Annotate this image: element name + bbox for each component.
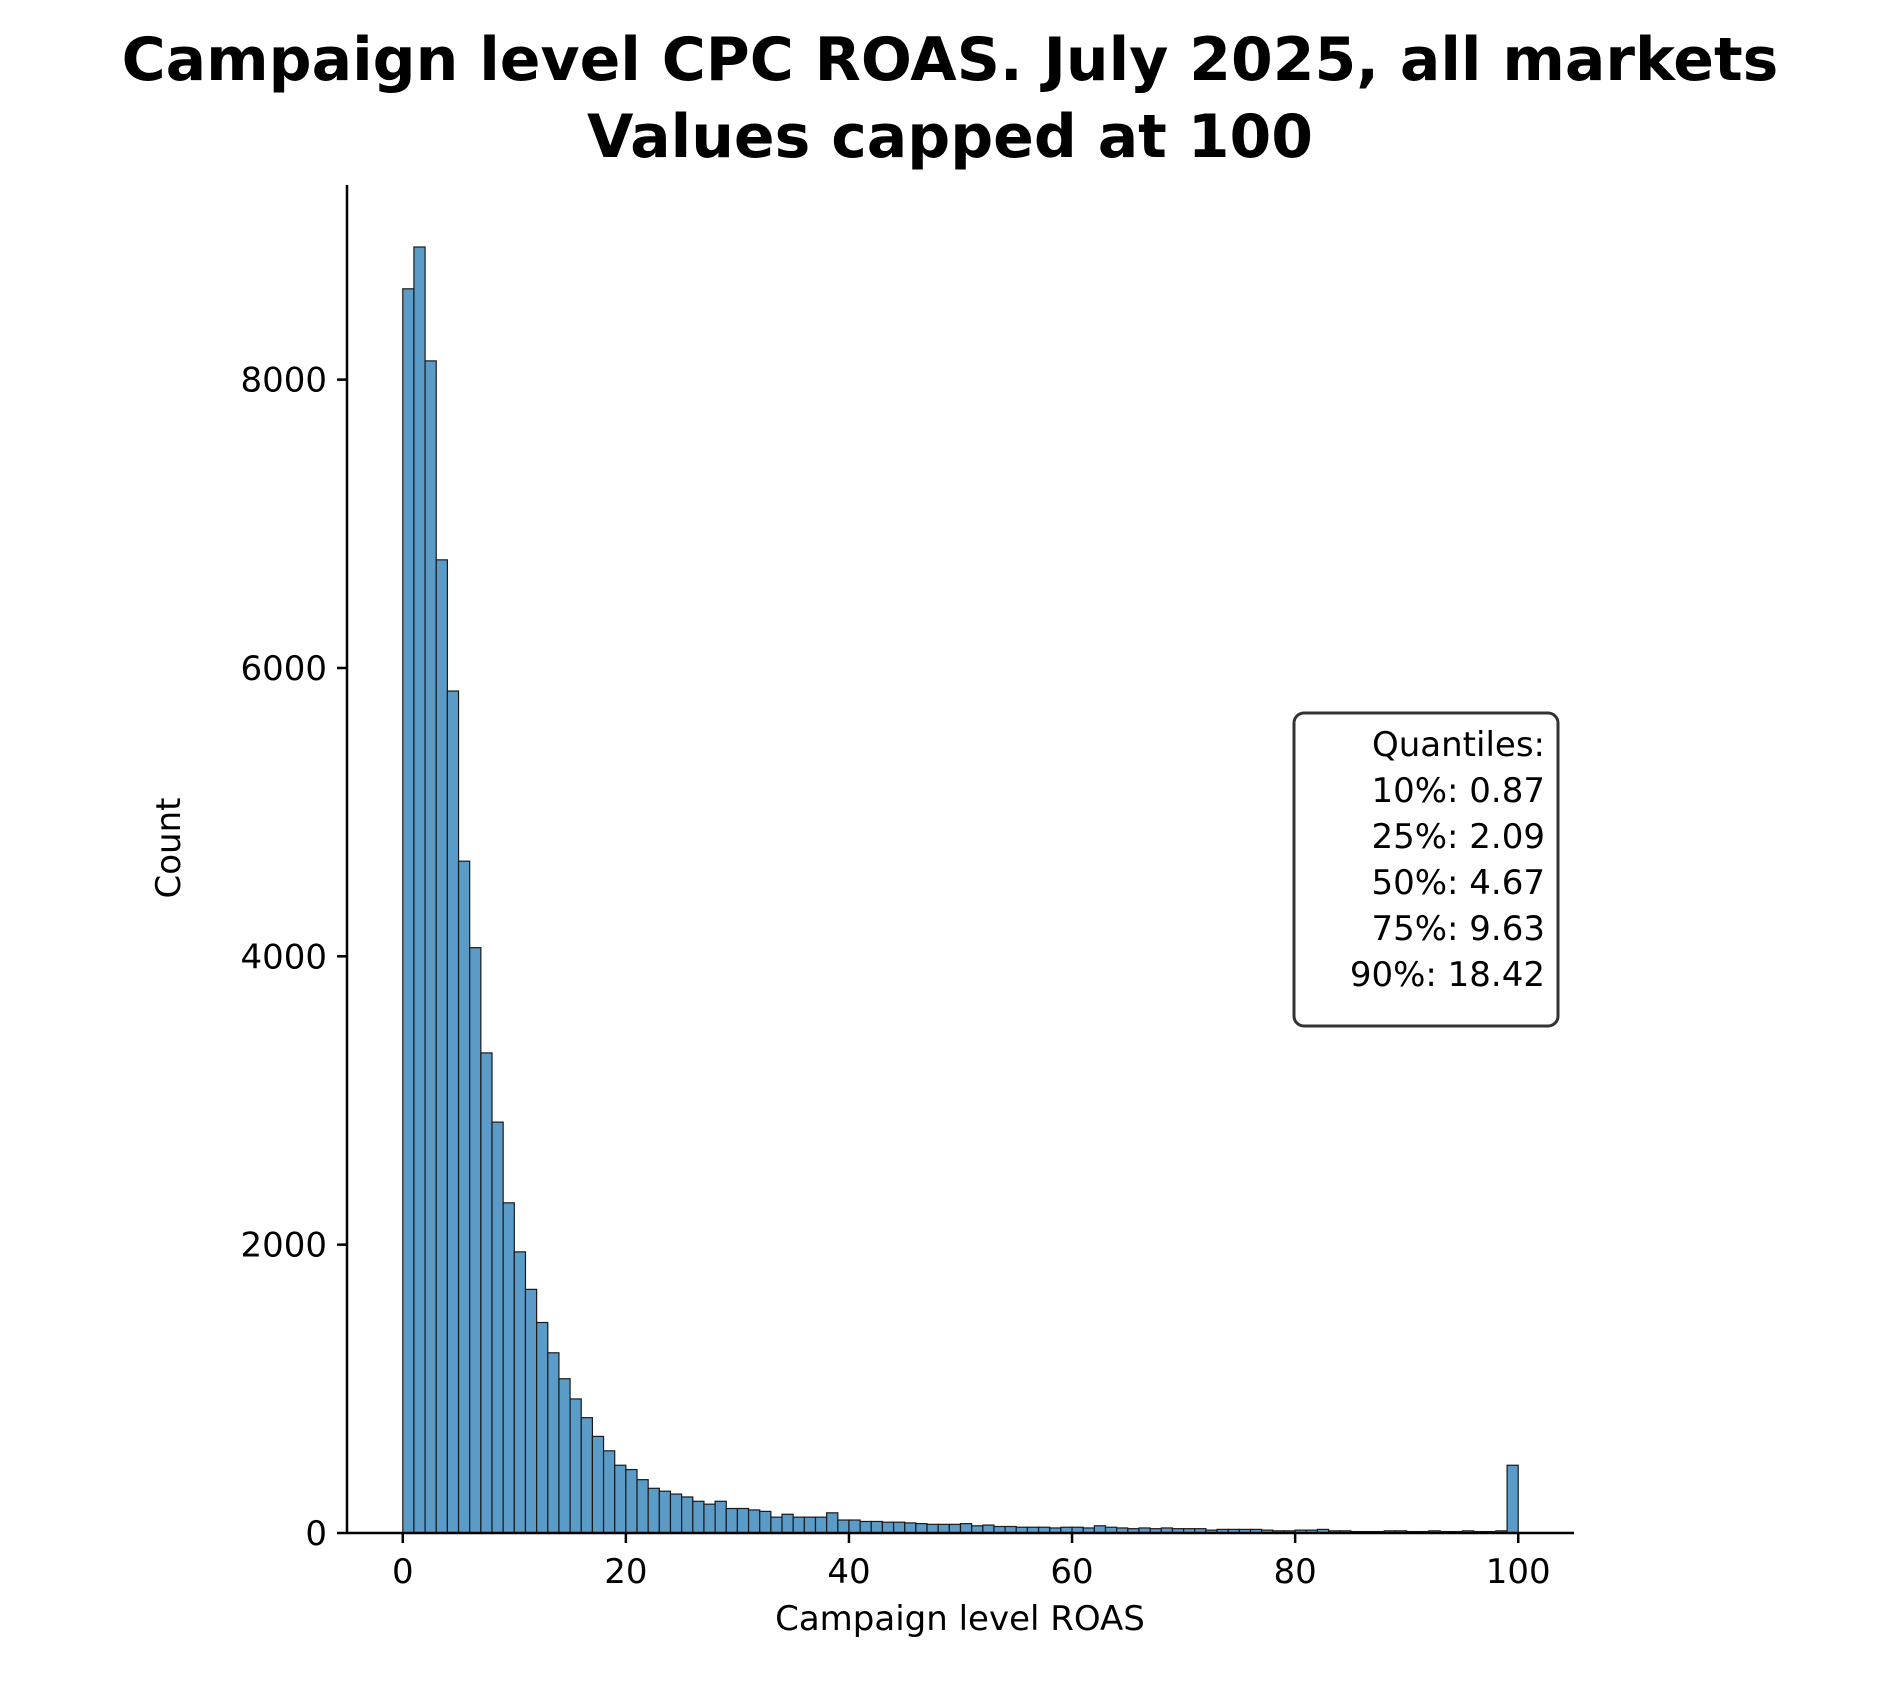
histogram-bar: [838, 1520, 849, 1533]
histogram-bar: [771, 1517, 782, 1533]
y-tick-label: 0: [305, 1514, 327, 1554]
histogram-bar: [916, 1524, 927, 1533]
chart-title-line2: Values capped at 100: [587, 102, 1313, 172]
histogram-bar: [949, 1524, 960, 1533]
histogram-bar: [927, 1524, 938, 1533]
histogram-bar: [737, 1508, 748, 1533]
y-tick-label: 6000: [240, 649, 327, 689]
x-tick-label: 60: [1050, 1552, 1093, 1592]
histogram-bar: [793, 1517, 804, 1533]
histogram-bar: [804, 1517, 815, 1533]
histogram-bar: [626, 1470, 637, 1533]
histogram-bar: [1507, 1465, 1518, 1533]
histogram-bar: [815, 1517, 826, 1533]
x-tick-label: 80: [1274, 1552, 1317, 1592]
x-tick-label: 40: [827, 1552, 870, 1592]
histogram-bar: [782, 1514, 793, 1533]
histogram-bar: [749, 1510, 760, 1533]
histogram-bar: [514, 1252, 525, 1533]
histogram-bar: [938, 1524, 949, 1533]
quantile-line-50: 50%: 4.67: [1371, 863, 1545, 903]
histogram-bar: [492, 1122, 503, 1533]
histogram-bar: [760, 1511, 771, 1533]
quantiles-box: Quantiles: 10%: 0.87 25%: 2.09 50%: 4.67…: [1294, 713, 1558, 1026]
histogram-bar: [503, 1203, 514, 1533]
y-axis-label: Count: [149, 798, 189, 899]
histogram-bar: [537, 1323, 548, 1533]
histogram-bar: [459, 861, 470, 1533]
histogram-bar: [447, 691, 458, 1533]
histogram-bar: [637, 1480, 648, 1533]
quantile-line-10: 10%: 0.87: [1371, 771, 1545, 811]
x-tick-label: 20: [604, 1552, 647, 1592]
histogram-bar: [592, 1436, 603, 1533]
histogram-bar: [961, 1524, 972, 1533]
quantile-line-90: 90%: 18.42: [1350, 955, 1545, 995]
y-ticks-group: 0 2000 4000 6000 8000: [240, 361, 347, 1554]
histogram-bar: [849, 1520, 860, 1533]
histogram-bar: [693, 1501, 704, 1533]
histogram-bar: [436, 560, 447, 1533]
quantile-line-25: 25%: 2.09: [1371, 817, 1545, 857]
histogram-bar: [648, 1488, 659, 1533]
histogram-bar: [481, 1053, 492, 1533]
histogram-bar: [704, 1504, 715, 1533]
histogram-bar: [604, 1451, 615, 1533]
histogram-bar: [425, 361, 436, 1533]
histogram-bar: [871, 1521, 882, 1533]
histogram-bar: [827, 1513, 838, 1533]
histogram-bar: [894, 1522, 905, 1533]
histogram-bar: [905, 1523, 916, 1533]
y-tick-label: 4000: [240, 937, 327, 977]
y-tick-label: 2000: [240, 1226, 327, 1266]
quantile-line-75: 75%: 9.63: [1371, 909, 1545, 949]
chart-title-line1: Campaign level CPC ROAS. July 2025, all …: [122, 25, 1779, 95]
histogram-bar: [403, 289, 414, 1533]
x-ticks-group: 0 20 40 60 80 100: [392, 1533, 1551, 1592]
histogram-bar: [726, 1508, 737, 1533]
histogram-bar: [548, 1353, 559, 1533]
x-axis-label: Campaign level ROAS: [775, 1599, 1145, 1639]
histogram-bar: [570, 1399, 581, 1533]
histogram-bar: [670, 1494, 681, 1533]
histogram-bar: [615, 1465, 626, 1533]
quantiles-header: Quantiles:: [1372, 725, 1545, 765]
x-tick-label: 0: [392, 1552, 414, 1592]
histogram-bar: [882, 1522, 893, 1533]
histogram-bar: [559, 1379, 570, 1533]
y-tick-label: 8000: [240, 361, 327, 401]
histogram-bar: [682, 1497, 693, 1533]
histogram-bar: [470, 948, 481, 1533]
histogram-bar: [659, 1491, 670, 1533]
histogram-bar: [525, 1289, 536, 1533]
x-tick-label: 100: [1486, 1552, 1551, 1592]
histogram-bar: [860, 1521, 871, 1533]
histogram-bar: [414, 247, 425, 1533]
histogram-bar: [715, 1501, 726, 1533]
histogram-bar: [581, 1418, 592, 1533]
